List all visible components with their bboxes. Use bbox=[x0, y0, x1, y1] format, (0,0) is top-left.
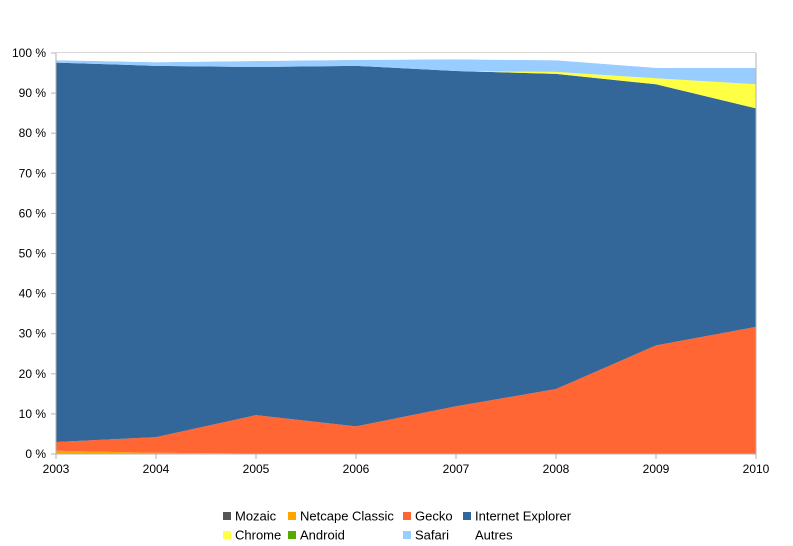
y-tick-label: 70 % bbox=[19, 166, 47, 180]
legend-label: Safari bbox=[415, 528, 449, 543]
legend-swatch bbox=[403, 512, 411, 520]
y-tick-label: 20 % bbox=[19, 367, 47, 381]
y-tick-label: 80 % bbox=[19, 126, 47, 140]
x-tick-label: 2008 bbox=[543, 462, 570, 476]
y-tick-label: 60 % bbox=[19, 206, 47, 220]
legend-swatch bbox=[223, 512, 231, 520]
x-tick-label: 2005 bbox=[243, 462, 270, 476]
area-internet-explorer bbox=[56, 62, 756, 442]
legend-swatch bbox=[403, 531, 411, 539]
x-tick-label: 2006 bbox=[343, 462, 370, 476]
x-tick-label: 2010 bbox=[743, 462, 770, 476]
legend-item: Internet Explorer bbox=[463, 509, 572, 524]
area-chrome bbox=[56, 62, 756, 109]
x-tick-label: 2007 bbox=[443, 462, 470, 476]
legend-label: Autres bbox=[475, 528, 513, 543]
area-safari bbox=[56, 59, 756, 85]
y-tick-label: 0 % bbox=[25, 447, 46, 461]
legend-swatch bbox=[223, 531, 231, 539]
x-tick-label: 2004 bbox=[143, 462, 170, 476]
legend-item: Mozaic bbox=[223, 509, 277, 524]
legend-label: Chrome bbox=[235, 528, 281, 543]
y-tick-label: 100 % bbox=[12, 46, 46, 60]
legend-label: Android bbox=[300, 528, 345, 543]
legend-item: Chrome bbox=[223, 528, 281, 543]
y-tick-label: 50 % bbox=[19, 247, 47, 261]
legend-item: Android bbox=[288, 528, 345, 543]
legend-item: Netcape Classic bbox=[288, 509, 394, 524]
legend-swatch bbox=[288, 512, 296, 520]
legend-item: Safari bbox=[403, 528, 449, 543]
legend-item: Autres bbox=[475, 528, 513, 543]
legend-label: Internet Explorer bbox=[475, 509, 572, 524]
y-tick-label: 90 % bbox=[19, 86, 47, 100]
legend-label: Netcape Classic bbox=[300, 509, 394, 524]
legend-item: Gecko bbox=[403, 509, 453, 524]
x-tick-label: 2009 bbox=[643, 462, 670, 476]
legend-swatch bbox=[463, 512, 471, 520]
y-tick-label: 40 % bbox=[19, 287, 47, 301]
area-autres bbox=[56, 53, 756, 68]
y-tick-label: 30 % bbox=[19, 327, 47, 341]
legend-label: Gecko bbox=[415, 509, 453, 524]
legend-swatch bbox=[288, 531, 296, 539]
area-gecko bbox=[56, 326, 756, 454]
y-tick-label: 10 % bbox=[19, 407, 47, 421]
legend-label: Mozaic bbox=[235, 509, 277, 524]
x-tick-label: 2003 bbox=[43, 462, 70, 476]
